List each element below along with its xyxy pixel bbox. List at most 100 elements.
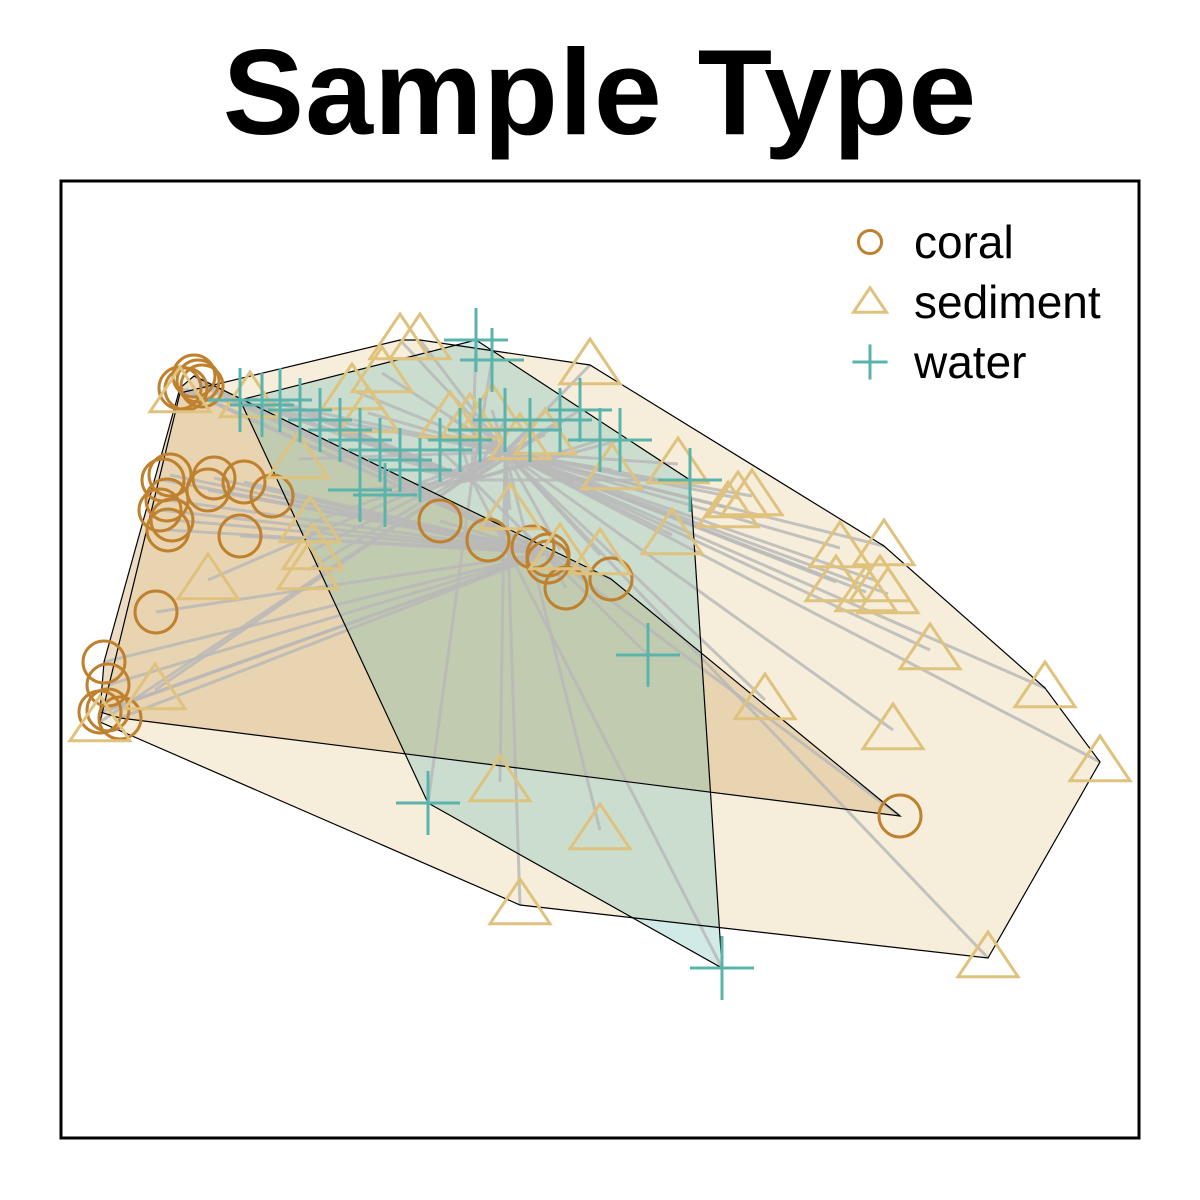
point-sediment-41 [567, 801, 633, 851]
point-sediment-24 [527, 521, 593, 571]
point-sediment-23 [477, 481, 543, 531]
point-water-16 [498, 398, 562, 462]
point-coral-22 [543, 565, 589, 611]
spider-line-water-10 [438, 448, 474, 482]
point-coral-14 [249, 473, 295, 519]
point-sediment-20 [579, 441, 645, 491]
legend-item-water: water [852, 336, 1026, 388]
legend-label-coral: coral [914, 216, 1014, 268]
point-sediment-19 [557, 336, 623, 386]
point-coral-17 [417, 498, 463, 544]
legend-item-coral: coral [856, 216, 1014, 268]
legend-marker-sediment [850, 285, 890, 314]
point-sediment-38 [732, 671, 798, 721]
point-sediment-1 [217, 369, 283, 419]
point-sediment-27 [719, 467, 785, 517]
hull-outline-coral [99, 375, 902, 817]
spider-line-sediment-35 [504, 450, 931, 652]
hull-outline-sediment [99, 339, 1101, 959]
spider-line-sediment-41 [503, 451, 602, 831]
point-water-26 [690, 936, 754, 1000]
spider-line-coral-4 [201, 384, 548, 555]
point-sediment-29 [807, 519, 873, 569]
point-sediment-40 [467, 753, 533, 803]
point-sediment-37 [1067, 733, 1133, 783]
spider-line-sediment-38 [503, 450, 767, 702]
spider-line-coral-28 [119, 551, 548, 720]
spider-line-coral-29 [546, 551, 901, 818]
point-sediment-26 [705, 469, 771, 519]
point-sediment-31 [803, 553, 869, 603]
spider-line-sediment-1 [249, 396, 506, 454]
hull-coral [100, 376, 900, 816]
legend-item-sediment: sediment [850, 276, 1101, 328]
spider-line-coral-24 [103, 551, 548, 664]
point-coral-11 [191, 455, 237, 501]
point-coral-8 [137, 487, 183, 533]
point-sediment-22 [639, 506, 705, 556]
chart-title: Sample Type [222, 24, 978, 160]
point-water-14 [460, 328, 524, 392]
point-sediment-14 [417, 389, 483, 439]
spider-line-water-26 [470, 479, 724, 969]
point-water-20 [588, 408, 652, 472]
spider-line-sediment-36 [504, 450, 1046, 690]
point-sediment-8 [67, 693, 133, 743]
point-coral-27 [77, 689, 123, 735]
hull-sediment [100, 340, 1100, 958]
spider-line-water-25 [426, 479, 474, 804]
point-sediment-30 [851, 517, 917, 567]
point-sediment-34 [855, 565, 921, 615]
point-sediment-0 [147, 364, 213, 414]
spider-line-coral-18 [487, 538, 548, 555]
point-sediment-28 [695, 479, 761, 529]
point-sediment-39 [860, 701, 926, 751]
point-sediment-35 [897, 621, 963, 671]
point-layer [67, 308, 1133, 1000]
point-coral-4 [179, 363, 225, 409]
point-sediment-42 [487, 876, 553, 926]
spider-line-sediment-29 [504, 450, 841, 550]
spider-line-sediment-34 [504, 450, 889, 596]
point-water-15 [473, 388, 537, 452]
legend-label-sediment: sediment [914, 276, 1101, 328]
hull-outline-layer [99, 339, 1101, 970]
point-coral-23 [588, 556, 634, 602]
point-sediment-21 [645, 435, 711, 485]
spider-line-water-9 [419, 468, 473, 482]
spider-line-sediment-40 [498, 451, 507, 783]
spider-line-sediment-39 [504, 450, 894, 732]
spider-line-water-11 [458, 439, 474, 481]
spider-line-coral-25 [107, 551, 548, 687]
point-sediment-25 [567, 526, 633, 576]
spider-line-coral-9 [171, 518, 548, 555]
point-coral-24 [81, 639, 127, 685]
spider-line-coral-15 [239, 534, 548, 555]
point-water-1 [230, 373, 294, 437]
point-coral-13 [185, 467, 231, 513]
point-water-25 [396, 771, 460, 835]
legend-label-water: water [913, 336, 1026, 388]
spider-line-water-23 [384, 478, 473, 497]
point-sediment-13 [335, 384, 401, 434]
spider-line-water-18 [471, 408, 581, 482]
point-coral-10 [145, 507, 191, 553]
spider-line-water-22 [359, 478, 473, 492]
spider-line-sediment-8 [99, 450, 506, 724]
hull-outline-water [239, 339, 723, 970]
point-coral-29 [877, 793, 923, 839]
point-sediment-43 [955, 929, 1021, 979]
point-coral-6 [147, 452, 193, 498]
point-coral-15 [217, 513, 263, 559]
point-sediment-3 [277, 494, 343, 544]
point-sediment-7 [122, 661, 188, 711]
point-sediment-2 [265, 430, 331, 480]
point-water-21 [658, 448, 722, 512]
point-coral-16 [133, 589, 179, 635]
point-sediment-10 [387, 311, 453, 361]
legend-marker-coral [856, 228, 884, 256]
spider-line-sediment-37 [504, 450, 1101, 764]
point-sediment-5 [275, 541, 341, 591]
point-water-23 [353, 463, 417, 527]
